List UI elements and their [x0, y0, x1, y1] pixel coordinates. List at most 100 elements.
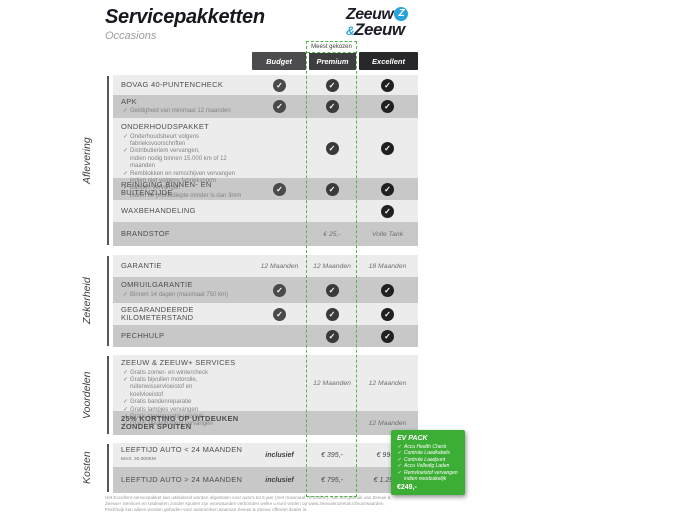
cell-value: € 1.295,- — [373, 476, 402, 484]
check-icon: ✓ — [381, 78, 394, 92]
sub-item: Remblokken en remschijven vervangen indi… — [130, 170, 236, 184]
check-icon: ✓ — [325, 141, 339, 155]
check-icon: ✓ — [381, 283, 394, 297]
section-divider — [107, 76, 109, 245]
check-icon: ✓ — [381, 141, 394, 155]
cell-value: 12 Maanden — [260, 262, 299, 270]
check-icon: ✓ — [273, 182, 286, 196]
row-title: REINIGING BINNEN- EN BUITENZIJDE — [121, 179, 212, 197]
sub-item: Binnen 14 dagen (maximaal 750 km) — [130, 291, 229, 298]
tick-icon: ✓ — [123, 133, 129, 140]
table-row: LEEFTIJD AUTO < 24 MAANDEN MAX. 30.000KM… — [113, 443, 418, 467]
section-label: Kosten — [81, 451, 93, 485]
sub-item: Gratis lampjes vervangen — [130, 406, 199, 413]
row-title: ONDERHOUDSPAKKET — [121, 122, 210, 131]
tick-icon: ✓ — [123, 185, 129, 192]
row-title: 25% KORTING OP UITDEUKEN ZONDER SPUITEN — [121, 413, 239, 431]
section-kosten: Kosten LEEFTIJD AUTO < 24 MAANDEN MAX. 3… — [81, 443, 418, 493]
row-title: LEEFTIJD AUTO > 24 MAANDEN — [121, 474, 243, 484]
cell-value: 12 Maanden — [313, 262, 351, 270]
ev-pack-item: Remvloeistof vervangen indien noodzakeli… — [404, 469, 458, 483]
cell-value: € 795,- — [321, 476, 343, 484]
section-zekerheid: Zekerheid GARANTIE 12 Maanden 12 Maanden… — [81, 255, 418, 347]
sub-item: Gratis zomer- en wintercheck — [130, 369, 209, 376]
sub-item: Onderhoudsbeurt volgens fabrieksvoorschr… — [130, 133, 200, 147]
sub-item: Distributieriem vervangen, indien nodig … — [130, 148, 227, 170]
check-icon: ✓ — [325, 329, 339, 343]
ev-pack-item: Accu Volledig Laden — [404, 463, 450, 470]
section-label: Voordelen — [81, 371, 93, 419]
cell-value: inclusief — [265, 451, 294, 459]
sub-item: Gratis sterreparatie voorruit — [130, 413, 204, 420]
table-row: BOVAG 40-PUNTENCHECK ✓ ✓ ✓ — [113, 75, 418, 95]
cell-value: 12 Maanden — [368, 379, 407, 387]
comparison-table: Aflevering BOVAG 40-PUNTENCHECK ✓ ✓ ✓ AP… — [81, 75, 418, 493]
cell-value: inclusief — [265, 476, 294, 484]
check-icon: ✓ — [325, 182, 339, 196]
tick-icon: ✓ — [123, 170, 129, 177]
logo-z-icon: Z — [394, 7, 409, 21]
check-icon: ✓ — [273, 283, 286, 297]
sub-item: Gratis bijvullen motorolie, ruitenwisser… — [130, 376, 198, 398]
row-title: BRANDSTOF — [121, 228, 170, 238]
column-header-excellent: Excellent — [359, 52, 418, 70]
check-icon: ✓ — [325, 100, 339, 113]
sub-item: Banden vervangen indien de profieldiepte… — [130, 185, 242, 199]
tick-icon: ✓ — [123, 148, 129, 155]
section-label: Aflevering — [81, 137, 93, 184]
row-title: OMRUILGARANTIE — [121, 280, 193, 290]
section-divider — [107, 256, 109, 346]
check-icon: ✓ — [273, 307, 286, 321]
section-label: Zekerheid — [81, 277, 93, 325]
table-row: GEGARANDEERDE KILOMETERSTAND ✓ ✓ ✓ — [113, 303, 418, 325]
check-icon: ✓ — [381, 100, 394, 113]
logo-text-2: Zeeuw — [354, 20, 405, 39]
table-row: PECHHULP ✓ ✓ — [113, 325, 418, 347]
ev-pack-price: €249,- — [397, 484, 417, 492]
sub-item: Gratis bandenreparatie — [130, 399, 192, 406]
logo-line2: &Zeeuw — [346, 21, 408, 38]
row-title: GEGARANDEERDE KILOMETERSTAND — [121, 304, 194, 322]
tick-icon: ✓ — [123, 108, 129, 115]
tick-icon: ✓ — [123, 399, 129, 406]
table-row: ONDERHOUDSPAKKET ✓ Onderhoudsbeurt volgen… — [113, 118, 418, 199]
section-divider — [107, 356, 109, 434]
page-title: Servicepakketten — [105, 6, 265, 28]
cell-value: 12 Maanden — [313, 379, 351, 387]
row-title: WAXBEHANDELING — [121, 205, 196, 215]
tick-icon: ✓ — [123, 421, 129, 428]
row-title: ZEEUW & ZEEUW+ SERVICES — [121, 358, 236, 367]
cell-value: € 25,- — [323, 230, 341, 238]
tick-icon: ✓ — [397, 450, 402, 457]
check-icon: ✓ — [381, 307, 394, 321]
ev-pack-item: Accu Health Check — [404, 444, 447, 450]
ev-pack-item: Controle Laadpunt — [404, 456, 446, 463]
cell-value: € 395,- — [321, 451, 343, 459]
cell-value: 18 Maanden — [368, 262, 407, 270]
tick-icon: ✓ — [123, 406, 129, 413]
check-icon: ✓ — [325, 307, 339, 321]
tick-icon: ✓ — [397, 463, 402, 470]
table-row: OMRUILGARANTIE ✓ Binnen 14 dagen (maximaa… — [113, 277, 418, 303]
row-title: LEEFTIJD AUTO < 24 MAANDEN MAX. 30.000KM — [121, 445, 248, 465]
ev-pack-callout: EV PACK ✓ Accu Health Check ✓ Controle Laa… — [391, 430, 465, 496]
table-row: BRANDSTOF € 25,- Volle Tank — [113, 222, 418, 246]
tick-icon: ✓ — [123, 413, 129, 420]
row-title: PECHHULP — [121, 330, 165, 340]
check-icon: ✓ — [381, 329, 394, 343]
check-icon: ✓ — [381, 182, 394, 196]
section-voordelen: Voordelen ZEEUW & ZEEUW+ SERVICES ✓ Grati… — [81, 355, 418, 435]
row-title: GARANTIE — [121, 260, 162, 270]
check-icon: ✓ — [273, 100, 286, 113]
check-icon: ✓ — [273, 78, 286, 92]
column-header-budget: Budget — [252, 52, 306, 70]
row-title-note: MAX. 30.000KM — [121, 457, 156, 462]
section-aflevering: Aflevering BOVAG 40-PUNTENCHECK ✓ ✓ ✓ AP… — [81, 75, 418, 246]
ev-pack-title: EV PACK — [397, 435, 428, 442]
cell-value: € 995,- — [376, 451, 399, 459]
title-block: Servicepakketten Occasions — [105, 6, 265, 42]
table-row: WAXBEHANDELING ✓ — [113, 200, 418, 222]
tick-icon: ✓ — [397, 456, 402, 463]
tick-icon: ✓ — [123, 376, 129, 383]
